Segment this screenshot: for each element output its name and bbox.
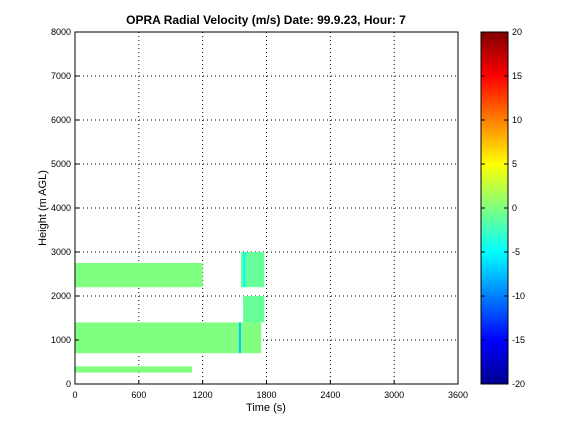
x-tick-label: 3000 (384, 390, 404, 400)
colorbar-tick-label: 20 (512, 27, 522, 37)
colorbar-tick-label: -15 (512, 335, 525, 345)
data-cell (238, 322, 241, 354)
data-cell (240, 252, 265, 288)
data-cell (75, 366, 193, 373)
chart-title: OPRA Radial Velocity (m/s) Date: 99.9.23… (126, 13, 406, 27)
y-tick-label: 7000 (51, 71, 71, 81)
y-tick-label: 5000 (51, 159, 71, 169)
colorbar-tick-label: 10 (512, 115, 522, 125)
data-cells (75, 252, 265, 373)
colorbar-tick-label: 0 (512, 203, 517, 213)
data-cell (243, 296, 265, 323)
x-tick-label: 1200 (193, 390, 213, 400)
grid-lines (75, 32, 458, 384)
y-tick-label: 6000 (51, 115, 71, 125)
data-cell (75, 263, 203, 288)
colorbar-tick-label: 15 (512, 71, 522, 81)
y-tick-label: 8000 (51, 27, 71, 37)
x-tick-label: 2400 (320, 390, 340, 400)
y-axis-ticks: 0 1000 2000 3000 4000 5000 6000 7000 8000 (51, 27, 79, 389)
y-tick-label: 1000 (51, 335, 71, 345)
colorbar-tick-label: -10 (512, 291, 525, 301)
x-axis-ticks: 0 600 1200 1800 2400 3000 3600 (72, 380, 468, 400)
colorbar (480, 31, 509, 385)
x-axis-label: Time (s) (246, 402, 286, 414)
y-tick-label: 4000 (51, 203, 71, 213)
data-cell (75, 322, 262, 354)
colorbar-tick-label: -5 (512, 247, 520, 257)
x-tick-label: 0 (72, 390, 77, 400)
colorbar-tick-label: -20 (512, 379, 525, 389)
y-tick-label: 3000 (51, 247, 71, 257)
x-tick-label: 1800 (256, 390, 276, 400)
y-tick-label: 0 (66, 379, 71, 389)
y-axis-label: Height (m AGL) (37, 170, 49, 246)
colorbar-tick-label: 5 (512, 159, 517, 169)
x-tick-label: 3600 (448, 390, 468, 400)
colorbar-ticks: -20 -15 -10 -5 0 5 10 15 20 (481, 27, 525, 389)
data-cell (243, 252, 246, 288)
x-tick-label: 600 (131, 390, 146, 400)
y-tick-label: 2000 (51, 291, 71, 301)
